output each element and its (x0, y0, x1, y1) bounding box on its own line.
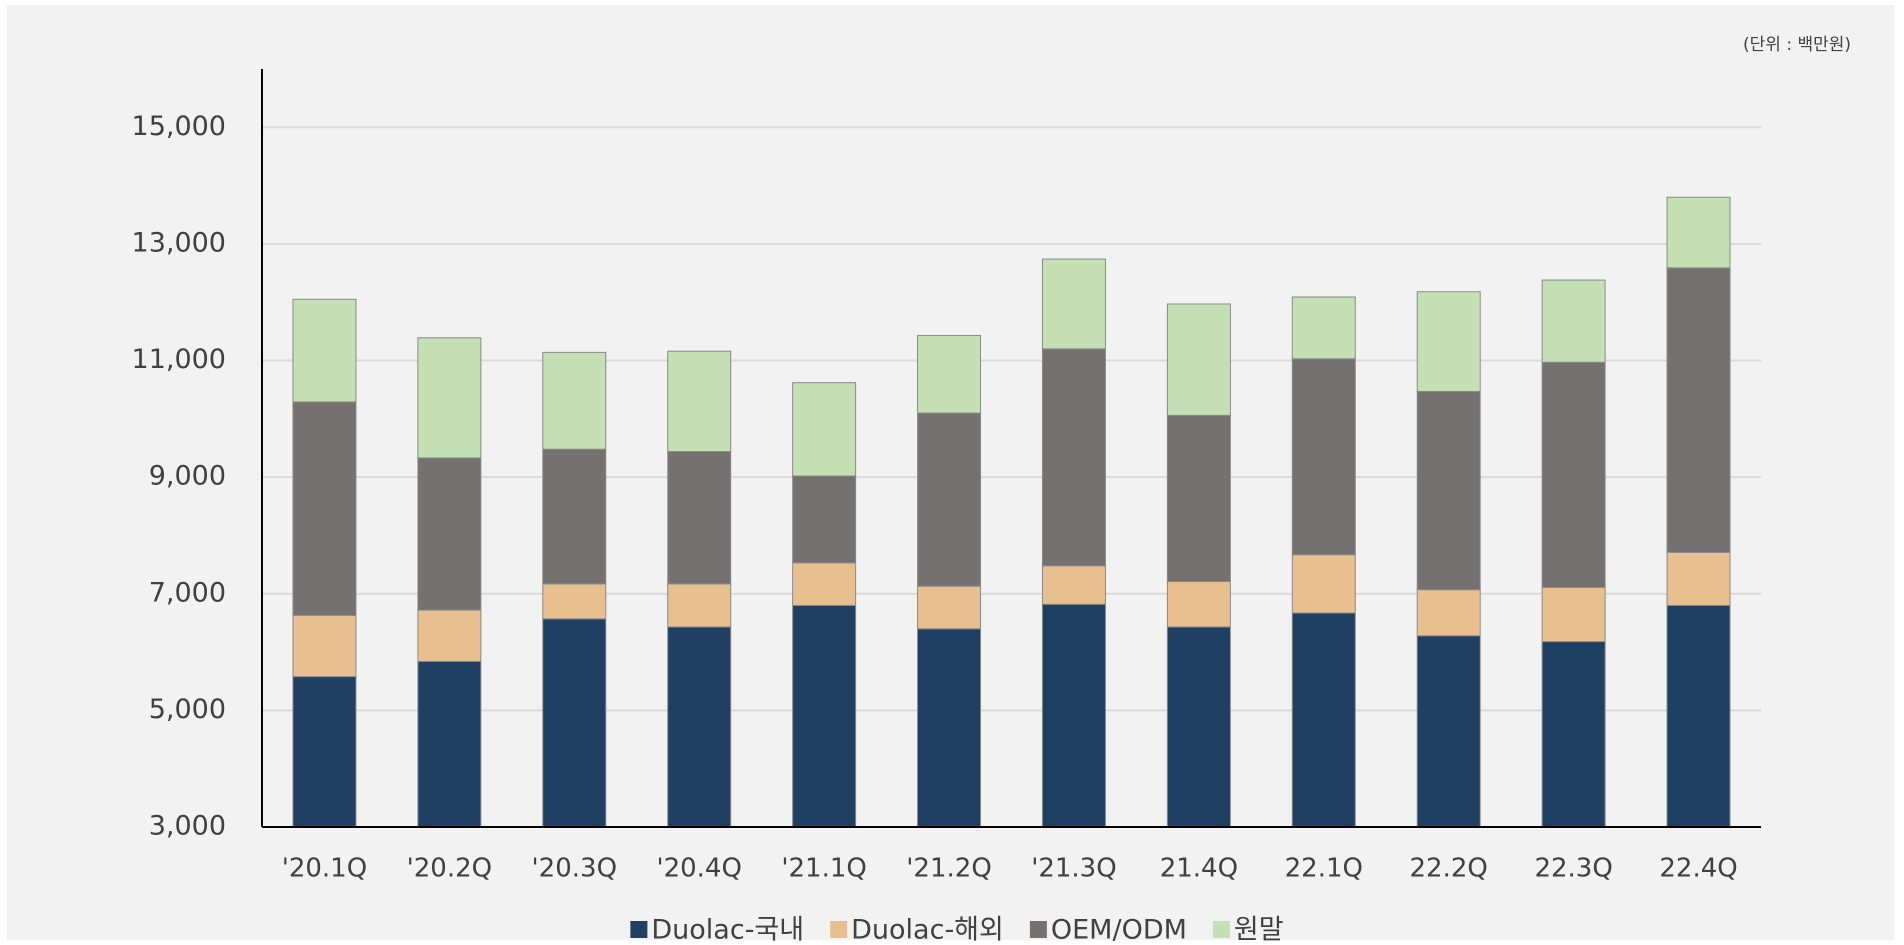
bar-segment (917, 628, 982, 828)
bar-segment (792, 604, 857, 828)
bar-segment (417, 337, 482, 459)
bar-segment (792, 562, 857, 606)
bar-segment (1291, 358, 1356, 556)
bar-segment (292, 676, 357, 828)
y-tick-label: 11,000 (132, 344, 226, 375)
bar-segment (1416, 390, 1481, 591)
bar-segment (917, 412, 982, 587)
legend-label: Duolac-국내 (651, 915, 804, 945)
unit-note: (단위 : 백만원) (1743, 35, 1851, 55)
bar-segment (792, 382, 857, 477)
bar-segment (1541, 641, 1606, 828)
y-tick-label: 9,000 (149, 461, 226, 492)
bar-segment (1166, 414, 1231, 583)
bar-segment (292, 614, 357, 678)
y-tick-label: 15,000 (132, 111, 226, 142)
bar-segment (1541, 361, 1606, 588)
bar-segment (667, 583, 732, 628)
legend-swatch (1212, 921, 1230, 938)
legend-swatch (830, 921, 848, 938)
x-tick-label: '20.3Q (532, 854, 618, 884)
bar-segment (1416, 291, 1481, 392)
bar-segment (667, 450, 732, 585)
x-tick-label: '21.3Q (1031, 854, 1117, 884)
bar-segment (1291, 296, 1356, 360)
bar-segment (1041, 348, 1106, 567)
bar-segment (542, 351, 607, 450)
bar-segment (417, 660, 482, 828)
x-tick-label: '20.2Q (407, 854, 493, 884)
legend-swatch (1029, 921, 1047, 938)
bar-segment (1291, 554, 1356, 614)
bar-segment (1041, 258, 1106, 350)
bar-segment (1666, 604, 1731, 828)
x-tick-label: '20.1Q (282, 854, 368, 884)
bar-segment (917, 585, 982, 630)
y-tick-label: 3,000 (149, 811, 226, 842)
bar-segment (542, 583, 607, 620)
y-tick-label: 13,000 (132, 227, 226, 258)
bar-segment (1291, 612, 1356, 828)
bar-segment (1416, 589, 1481, 637)
bar-segment (917, 334, 982, 414)
y-tick-label: 7,000 (149, 577, 226, 608)
legend-label: Duolac-해외 (851, 915, 1004, 945)
x-tick-label: 21.4Q (1160, 854, 1238, 884)
x-tick-label: 22.4Q (1659, 854, 1737, 884)
bar-segment (542, 448, 607, 585)
x-tick-label: 22.3Q (1534, 854, 1612, 884)
x-tick-label: '21.1Q (781, 854, 867, 884)
bar-segment (792, 475, 857, 564)
bar-segment (1166, 581, 1231, 628)
bar-segment (417, 457, 482, 611)
bar-segment (1041, 603, 1106, 828)
bar-segment (1666, 267, 1731, 553)
bar-segment (1541, 279, 1606, 363)
bar-segment (1666, 551, 1731, 606)
legend-label: OEM/ODM (1051, 915, 1187, 945)
bar-segment (1166, 303, 1231, 416)
bar-segment (1166, 626, 1231, 828)
legend-label: 원말 (1234, 915, 1284, 945)
bar-segment (417, 609, 482, 662)
bar-segment (1541, 586, 1606, 643)
bar-segment (292, 298, 357, 403)
bar-segment (292, 401, 357, 616)
y-tick-label: 5,000 (149, 694, 226, 725)
x-tick-label: '20.4Q (656, 854, 742, 884)
bar-segment (542, 618, 607, 828)
x-tick-label: 22.1Q (1285, 854, 1363, 884)
x-tick-label: 22.2Q (1410, 854, 1488, 884)
bar-segment (1666, 196, 1731, 269)
bar-segment (1416, 635, 1481, 828)
bar-segment (1041, 565, 1106, 605)
bar-segment (667, 350, 732, 452)
legend-swatch (630, 921, 648, 938)
x-tick-label: '21.2Q (906, 854, 992, 884)
bar-segment (667, 626, 732, 828)
